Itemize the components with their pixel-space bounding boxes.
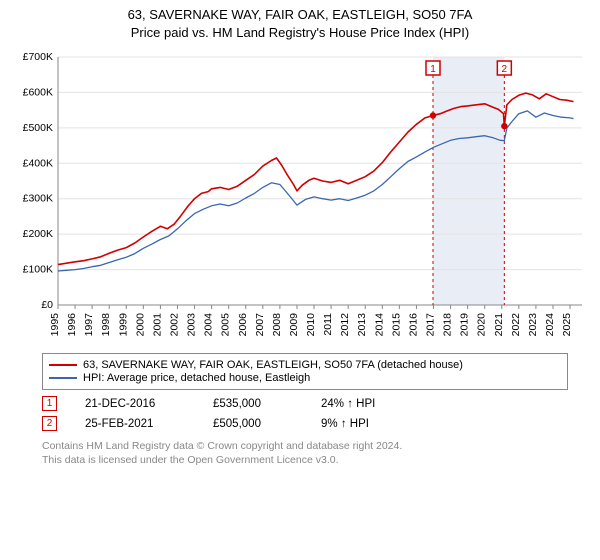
transaction-row: 2 25-FEB-2021 £505,000 9% ↑ HPI (42, 416, 568, 431)
title-block: 63, SAVERNAKE WAY, FAIR OAK, EASTLEIGH, … (0, 0, 600, 43)
attribution-line: This data is licensed under the Open Gov… (42, 453, 568, 467)
svg-text:2001: 2001 (151, 313, 163, 337)
transaction-date: 25-FEB-2021 (85, 418, 185, 430)
svg-text:2012: 2012 (339, 313, 351, 337)
svg-text:2006: 2006 (237, 313, 249, 337)
svg-text:2008: 2008 (271, 313, 283, 337)
transaction-marker: 1 (42, 396, 57, 411)
transaction-price: £505,000 (213, 418, 293, 430)
transaction-table: 1 21-DEC-2016 £535,000 24% ↑ HPI 2 25-FE… (42, 396, 568, 431)
chart-svg: £0 £100K £200K £300K £400K £500K £600K £700K 199… (10, 47, 590, 347)
svg-text:1: 1 (430, 64, 436, 75)
legend-label: 63, SAVERNAKE WAY, FAIR OAK, EASTLEIGH, … (83, 359, 463, 371)
svg-text:1998: 1998 (100, 313, 112, 337)
svg-text:£700K: £700K (23, 51, 53, 63)
svg-text:2016: 2016 (407, 313, 419, 337)
svg-text:2000: 2000 (134, 313, 146, 337)
svg-text:2021: 2021 (493, 313, 505, 337)
svg-text:2022: 2022 (510, 313, 522, 337)
svg-text:2017: 2017 (425, 313, 437, 337)
legend-item: HPI: Average price, detached house, East… (49, 372, 561, 384)
svg-text:£200K: £200K (23, 228, 53, 240)
svg-text:£400K: £400K (23, 157, 53, 169)
svg-text:2018: 2018 (442, 313, 454, 337)
svg-text:1997: 1997 (83, 313, 95, 337)
svg-text:£300K: £300K (23, 193, 53, 205)
svg-text:1999: 1999 (117, 313, 129, 337)
transaction-diff: 24% ↑ HPI (321, 398, 375, 410)
svg-text:2002: 2002 (168, 313, 180, 337)
svg-text:2010: 2010 (305, 313, 317, 337)
figure-root: 63, SAVERNAKE WAY, FAIR OAK, EASTLEIGH, … (0, 0, 600, 560)
legend-item: 63, SAVERNAKE WAY, FAIR OAK, EASTLEIGH, … (49, 359, 561, 371)
transaction-marker: 2 (42, 416, 57, 431)
title-address: 63, SAVERNAKE WAY, FAIR OAK, EASTLEIGH, … (0, 6, 600, 24)
transaction-price: £535,000 (213, 398, 293, 410)
svg-text:2: 2 (502, 64, 508, 75)
transaction-row: 1 21-DEC-2016 £535,000 24% ↑ HPI (42, 396, 568, 411)
chart: £0 £100K £200K £300K £400K £500K £600K £700K 199… (10, 47, 590, 347)
svg-text:2004: 2004 (203, 313, 215, 337)
attribution-line: Contains HM Land Registry data © Crown c… (42, 439, 568, 453)
svg-text:1996: 1996 (66, 313, 78, 337)
svg-text:2019: 2019 (459, 313, 471, 337)
svg-text:2014: 2014 (373, 313, 385, 337)
svg-text:£0: £0 (41, 299, 53, 311)
svg-text:2003: 2003 (186, 313, 198, 337)
transaction-date: 21-DEC-2016 (85, 398, 185, 410)
title-subtitle: Price paid vs. HM Land Registry's House … (0, 24, 600, 42)
svg-text:2009: 2009 (288, 313, 300, 337)
svg-text:2024: 2024 (544, 313, 556, 337)
svg-text:2020: 2020 (476, 313, 488, 337)
svg-text:2007: 2007 (254, 313, 266, 337)
svg-text:£100K: £100K (23, 264, 53, 276)
legend-swatch (49, 377, 77, 379)
svg-text:2013: 2013 (356, 313, 368, 337)
svg-text:2015: 2015 (390, 313, 402, 337)
svg-text:2023: 2023 (527, 313, 539, 337)
svg-text:2025: 2025 (561, 313, 573, 337)
attribution: Contains HM Land Registry data © Crown c… (42, 439, 568, 467)
svg-text:£500K: £500K (23, 122, 53, 134)
legend-swatch (49, 364, 77, 366)
transaction-diff: 9% ↑ HPI (321, 418, 369, 430)
legend: 63, SAVERNAKE WAY, FAIR OAK, EASTLEIGH, … (42, 353, 568, 390)
svg-text:2005: 2005 (220, 313, 232, 337)
svg-text:£600K: £600K (23, 87, 53, 99)
legend-label: HPI: Average price, detached house, East… (83, 372, 310, 384)
svg-text:1995: 1995 (49, 313, 61, 337)
svg-text:2011: 2011 (322, 313, 334, 336)
